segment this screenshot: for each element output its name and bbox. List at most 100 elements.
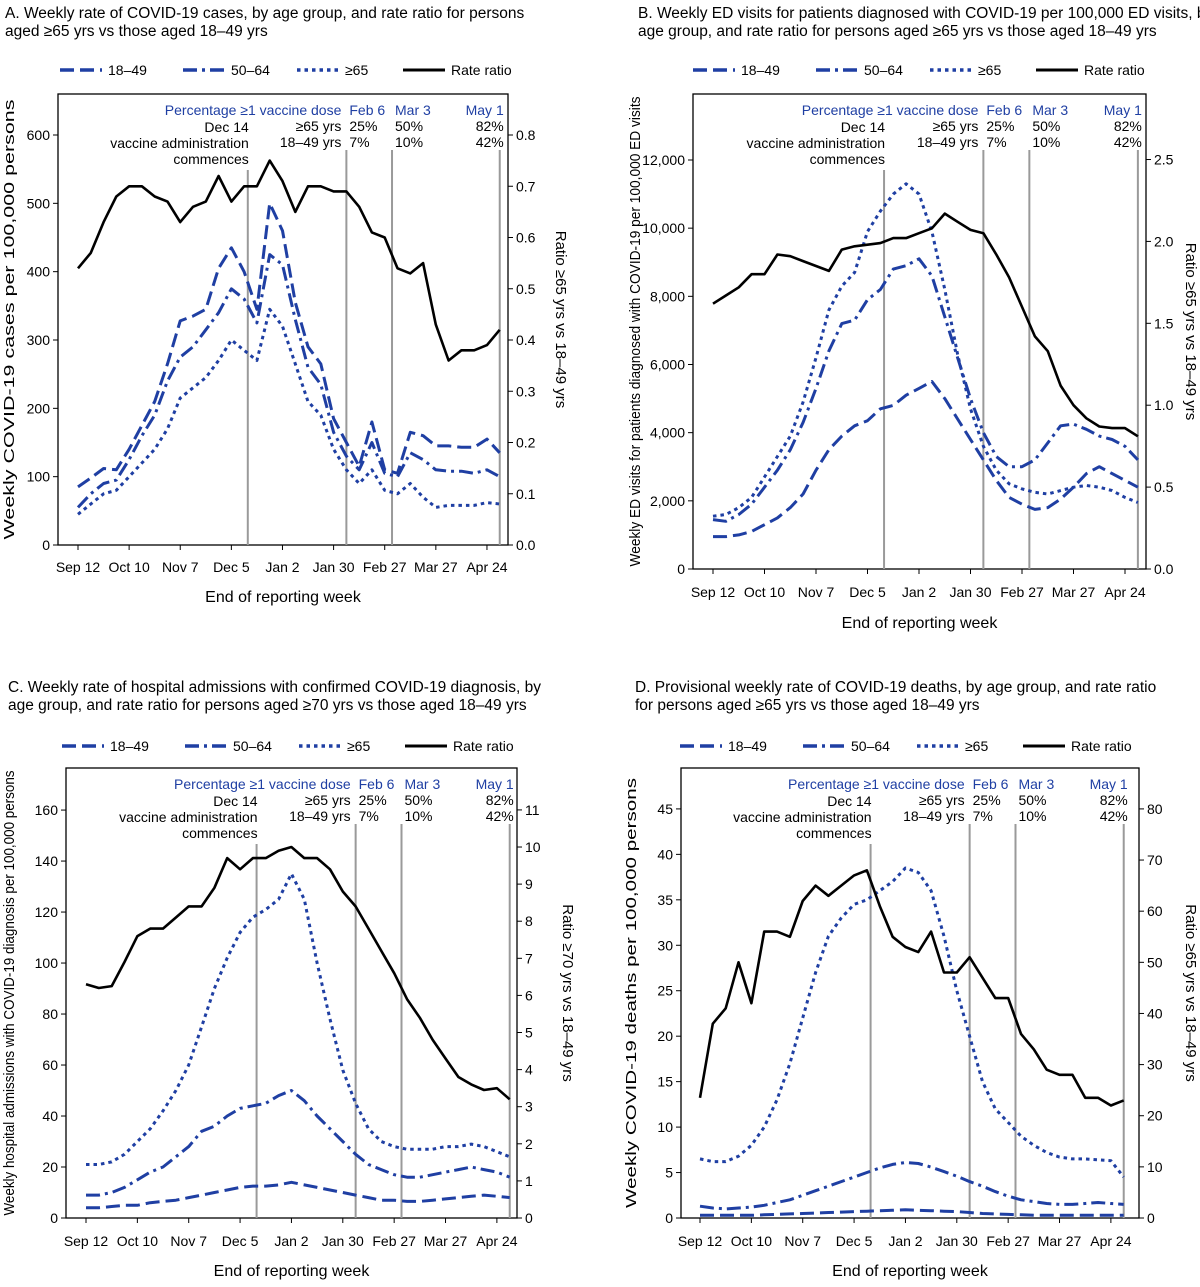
x-tick-label: Oct 10 — [731, 1233, 772, 1249]
y2-tick-label: 0.1 — [516, 486, 536, 502]
x-tick-label: Oct 10 — [117, 1233, 158, 1249]
legend-label: Rate ratio — [453, 738, 514, 754]
x-tick-label: Jan 2 — [902, 584, 936, 600]
age-group-label: 18–49 yrs — [289, 808, 350, 824]
x-tick-label: Mar 27 — [1038, 1233, 1082, 1249]
series-line-65 — [712, 182, 1139, 518]
y-tick-label: 0 — [50, 1210, 58, 1226]
age-group-label: ≥65 yrs — [296, 118, 342, 134]
y-tick-label: 40 — [657, 846, 673, 862]
milestone-date: Feb 6 — [359, 776, 395, 792]
series-line-50-64 — [86, 1089, 511, 1197]
vaccine-start-label: Dec 14 — [827, 793, 872, 809]
vaccine-start-label: Dec 14 — [841, 119, 886, 135]
milestone-percentage: 82% — [486, 792, 514, 808]
chart-title: D. Provisional weekly rate of COVID-19 d… — [635, 679, 1156, 696]
vaccine-start-label: commences — [173, 151, 248, 167]
y2-tick-label: 0.5 — [1154, 479, 1174, 495]
x-tick-label: Nov 7 — [784, 1233, 821, 1249]
x-axis-label: End of reporting week — [205, 589, 362, 606]
legend: 18–49 50–64 ≥65 Rate ratio — [60, 62, 512, 78]
x-tick-label: Feb 27 — [1000, 584, 1044, 600]
x-tick-label: Jan 30 — [322, 1233, 364, 1249]
y-tick-label: 400 — [27, 264, 51, 280]
x-tick-label: Dec 5 — [222, 1233, 259, 1249]
chart-title: age group, and rate ratio for persons ag… — [638, 23, 1157, 40]
series-line-18-49 — [77, 201, 501, 489]
x-tick-label: Jan 2 — [888, 1233, 922, 1249]
milestone-percentage: 10% — [395, 134, 423, 150]
vaccine-start-label: commences — [796, 825, 871, 841]
y2-axis-label: Ratio ≥70 yrs vs 18–49 yrs — [559, 904, 576, 1081]
x-tick-label: Feb 27 — [372, 1233, 416, 1249]
x-tick-label: Mar 27 — [414, 559, 458, 575]
y2-tick-label: 2.0 — [1154, 233, 1174, 249]
y-tick-label: 200 — [27, 400, 51, 416]
y-tick-label: 500 — [27, 195, 51, 211]
chart-title: for persons aged ≥65 yrs vs those aged 1… — [635, 697, 980, 714]
x-axis-label: End of reporting week — [832, 1263, 989, 1280]
vaccine-start-label: Dec 14 — [204, 119, 249, 135]
chart-panel-c: C. Weekly rate of hospital admissions wi… — [1, 679, 576, 1280]
y-tick-label: 10,000 — [642, 220, 685, 236]
legend-label: 18–49 — [741, 62, 780, 78]
vaccine-start-label: vaccine administration — [747, 135, 886, 151]
chart-panel-a: A. Weekly rate of COVID-19 cases, by age… — [1, 5, 569, 606]
milestone-date: May 1 — [476, 776, 514, 792]
y-tick-label: 300 — [27, 332, 51, 348]
milestone-percentage: 50% — [1018, 792, 1046, 808]
series-line-18-49 — [86, 1180, 510, 1210]
milestone-percentage: 25% — [349, 118, 377, 134]
age-group-label: 18–49 yrs — [280, 134, 341, 150]
milestone-percentage: 50% — [404, 792, 432, 808]
legend-label: ≥65 — [345, 62, 368, 78]
y2-tick-label: 8 — [525, 913, 533, 929]
milestone-date: May 1 — [466, 102, 504, 118]
chart-title: C. Weekly rate of hospital admissions wi… — [8, 679, 541, 696]
milestone-percentage: 25% — [973, 792, 1001, 808]
y2-tick-label: 10 — [1147, 1159, 1163, 1175]
y-tick-label: 35 — [657, 892, 673, 908]
x-tick-label: Nov 7 — [798, 584, 835, 600]
x-tick-label: Apr 24 — [466, 559, 507, 575]
x-tick-label: Dec 5 — [849, 584, 886, 600]
milestone-date: Feb 6 — [986, 102, 1022, 118]
plot-area — [692, 93, 1147, 570]
y-tick-label: 20 — [42, 1159, 58, 1175]
y-tick-label: 30 — [657, 937, 673, 953]
y-tick-label: 160 — [35, 802, 59, 818]
x-tick-label: Jan 30 — [313, 559, 355, 575]
y2-tick-label: 6 — [525, 987, 533, 1003]
y2-tick-label: 7 — [525, 950, 533, 966]
y2-tick-label: 0.4 — [516, 332, 536, 348]
y2-tick-label: 30 — [1147, 1057, 1163, 1073]
legend-label: Rate ratio — [451, 62, 512, 78]
y2-tick-label: 1.0 — [1154, 397, 1174, 413]
x-tick-label: Sep 12 — [64, 1233, 109, 1249]
milestone-percentage: 10% — [404, 808, 432, 824]
series-line-18-49 — [713, 380, 1139, 539]
series-line-50-64 — [712, 257, 1139, 523]
milestone-percentage: 7% — [359, 808, 379, 824]
y-tick-label: 15 — [657, 1074, 673, 1090]
y-tick-label: 140 — [35, 853, 59, 869]
y2-tick-label: 2 — [525, 1136, 533, 1152]
series-line-65 — [77, 307, 500, 516]
vaccine-dose-header: Percentage ≥1 vaccine dose — [802, 102, 979, 118]
age-group-label: ≥65 yrs — [919, 792, 965, 808]
y2-axis-label: Ratio ≥65 yrs vs 18–49 yrs — [552, 231, 569, 408]
series-line-rate-ratio — [77, 159, 501, 362]
vaccine-start-label: Dec 14 — [213, 793, 258, 809]
age-group-label: ≥65 yrs — [933, 118, 979, 134]
legend-label: Rate ratio — [1071, 738, 1132, 754]
vaccine-start-label: commences — [810, 151, 885, 167]
y2-tick-label: 0.5 — [516, 281, 536, 297]
milestone-date: May 1 — [1090, 776, 1128, 792]
chart-title: B. Weekly ED visits for patients diagnos… — [638, 5, 1200, 22]
y2-tick-label: 11 — [525, 802, 540, 818]
vaccine-start-label: commences — [182, 825, 257, 841]
chart-title: age group, and rate ratio for persons ag… — [8, 697, 527, 714]
milestone-percentage: 7% — [986, 134, 1006, 150]
